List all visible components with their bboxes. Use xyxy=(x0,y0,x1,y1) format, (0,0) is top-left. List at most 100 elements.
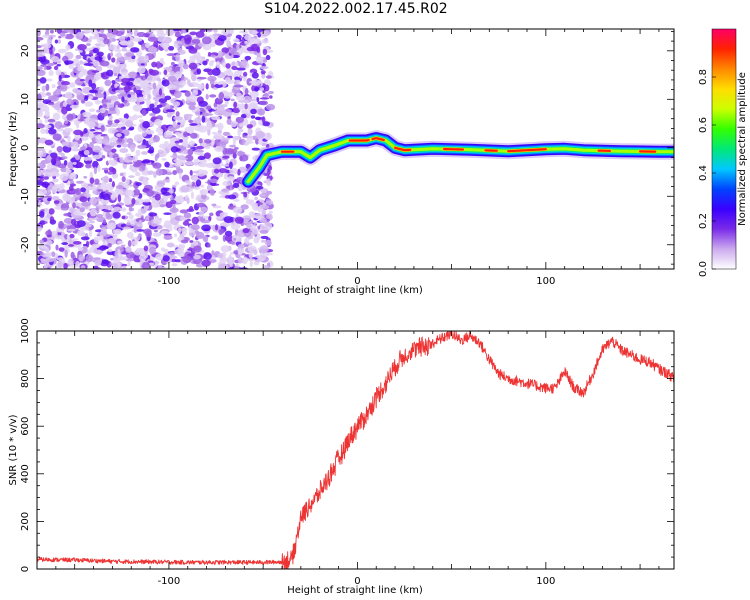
noise-blob xyxy=(156,32,167,38)
noise-blob xyxy=(251,81,257,86)
colorbar-gradient xyxy=(711,28,737,270)
noise-blob xyxy=(169,199,177,205)
noise-blob xyxy=(230,120,238,128)
noise-blob xyxy=(261,74,266,79)
noise-blob xyxy=(224,137,230,141)
noise-blob xyxy=(194,230,200,235)
noise-blob xyxy=(111,29,119,35)
noise-blob xyxy=(129,126,135,130)
snr-y-tick-label: 800 xyxy=(20,369,31,388)
noise-blob xyxy=(37,182,47,186)
noise-blob xyxy=(53,200,60,204)
noise-blob xyxy=(179,139,183,143)
noise-blob xyxy=(186,99,191,104)
noise-blob xyxy=(116,44,120,51)
noise-blob xyxy=(67,228,76,232)
noise-blob xyxy=(254,202,259,210)
noise-blob xyxy=(217,81,223,85)
noise-blob xyxy=(190,191,195,200)
noise-blob xyxy=(133,134,144,142)
noise-blob xyxy=(222,234,227,242)
noise-blob xyxy=(110,136,118,142)
noise-blob xyxy=(153,229,158,233)
noise-blob xyxy=(89,128,96,132)
noise-blob xyxy=(188,206,194,211)
noise-blob xyxy=(98,204,105,210)
noise-blob xyxy=(77,247,84,251)
noise-blob xyxy=(213,168,220,174)
noise-blob xyxy=(44,257,55,263)
noise-blob xyxy=(45,92,52,96)
noise-blob xyxy=(187,102,197,106)
noise-blob xyxy=(77,161,83,169)
noise-blob xyxy=(70,147,79,152)
noise-blob xyxy=(258,138,263,145)
noise-blob xyxy=(80,146,87,151)
noise-blob xyxy=(54,88,62,96)
noise-blob xyxy=(183,34,192,43)
noise-blob xyxy=(128,214,134,220)
noise-blob xyxy=(133,87,137,93)
noise-blob xyxy=(98,150,104,157)
noise-blob xyxy=(116,133,122,138)
noise-blob xyxy=(221,164,231,167)
noise-blob xyxy=(96,213,104,218)
noise-blob xyxy=(213,106,217,111)
noise-blob xyxy=(242,29,248,36)
noise-blob xyxy=(114,119,120,124)
noise-blob xyxy=(80,113,84,122)
spectrogram-y-ticks: -20 -10 0 10 20 xyxy=(20,31,674,265)
noise-blob xyxy=(135,149,141,157)
noise-blob xyxy=(228,161,233,169)
noise-blob xyxy=(121,175,126,183)
noise-blob xyxy=(230,251,234,255)
noise-blob xyxy=(99,192,104,199)
noise-blob xyxy=(194,149,205,153)
noise-blob xyxy=(236,92,242,98)
noise-blob xyxy=(135,77,142,84)
noise-blob xyxy=(256,97,260,103)
noise-blob xyxy=(157,36,167,43)
noise-blob xyxy=(99,234,104,241)
noise-blob xyxy=(109,52,114,57)
noise-blob xyxy=(200,184,205,188)
noise-blob xyxy=(127,240,132,247)
noise-blob xyxy=(149,103,155,109)
noise-blob xyxy=(37,225,43,233)
noise-blob xyxy=(136,144,147,149)
noise-blob xyxy=(66,113,74,121)
noise-blob xyxy=(138,219,143,226)
noise-blob xyxy=(125,81,134,86)
noise-blob xyxy=(148,212,158,217)
noise-blob xyxy=(227,135,234,139)
noise-blob xyxy=(46,239,53,245)
noise-blob xyxy=(218,91,225,100)
noise-blob xyxy=(153,203,161,207)
noise-blob xyxy=(208,60,214,67)
noise-blob xyxy=(44,110,50,118)
ridge-hot-core xyxy=(443,147,464,151)
noise-blob xyxy=(127,71,138,80)
noise-blob xyxy=(211,203,217,207)
noise-blob xyxy=(161,158,167,161)
noise-blob xyxy=(242,256,248,265)
noise-blob xyxy=(141,109,147,117)
noise-blob xyxy=(129,144,136,153)
noise-blob xyxy=(224,234,233,242)
snr-plot-area xyxy=(37,331,674,569)
noise-blob xyxy=(49,29,54,34)
noise-blob xyxy=(197,125,208,133)
noise-blob xyxy=(67,244,75,247)
noise-blob xyxy=(156,180,166,187)
noise-blob xyxy=(140,63,145,66)
noise-blob xyxy=(170,146,179,153)
noise-blob xyxy=(97,164,101,173)
noise-blob xyxy=(131,197,136,205)
noise-blob xyxy=(206,105,212,110)
noise-blob xyxy=(111,80,116,84)
noise-blob xyxy=(125,189,135,197)
noise-blob xyxy=(72,240,82,245)
noise-blob xyxy=(109,152,113,159)
noise-blob xyxy=(113,206,121,211)
noise-blob xyxy=(135,182,142,186)
